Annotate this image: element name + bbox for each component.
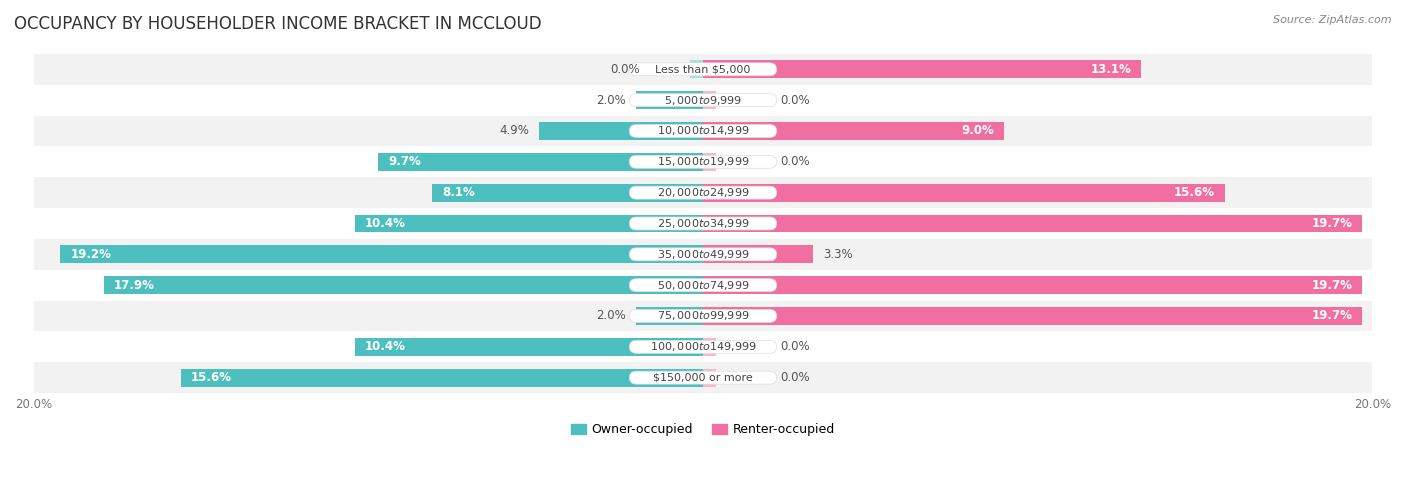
FancyBboxPatch shape bbox=[34, 208, 1372, 239]
FancyBboxPatch shape bbox=[34, 116, 1372, 146]
FancyBboxPatch shape bbox=[34, 239, 1372, 270]
Text: 10.4%: 10.4% bbox=[366, 340, 406, 353]
Text: 10.4%: 10.4% bbox=[366, 217, 406, 230]
Bar bbox=[703, 276, 1362, 294]
Text: $20,000 to $24,999: $20,000 to $24,999 bbox=[657, 186, 749, 199]
Text: 0.0%: 0.0% bbox=[780, 94, 810, 106]
Text: 9.7%: 9.7% bbox=[388, 156, 422, 168]
FancyBboxPatch shape bbox=[630, 94, 776, 106]
FancyBboxPatch shape bbox=[630, 310, 776, 322]
Text: 0.0%: 0.0% bbox=[780, 156, 810, 168]
Bar bbox=[703, 91, 717, 109]
Bar bbox=[636, 307, 703, 325]
Text: $15,000 to $19,999: $15,000 to $19,999 bbox=[657, 156, 749, 168]
Text: OCCUPANCY BY HOUSEHOLDER INCOME BRACKET IN MCCLOUD: OCCUPANCY BY HOUSEHOLDER INCOME BRACKET … bbox=[14, 15, 541, 33]
Bar bbox=[689, 60, 703, 78]
Text: 17.9%: 17.9% bbox=[114, 278, 155, 292]
FancyBboxPatch shape bbox=[630, 248, 776, 261]
Text: 19.7%: 19.7% bbox=[1312, 217, 1353, 230]
Text: $5,000 to $9,999: $5,000 to $9,999 bbox=[664, 94, 742, 106]
Text: $10,000 to $14,999: $10,000 to $14,999 bbox=[657, 124, 749, 138]
Text: $50,000 to $74,999: $50,000 to $74,999 bbox=[657, 278, 749, 292]
FancyBboxPatch shape bbox=[630, 340, 776, 353]
Text: $150,000 or more: $150,000 or more bbox=[654, 373, 752, 382]
FancyBboxPatch shape bbox=[34, 331, 1372, 362]
Bar bbox=[703, 338, 717, 356]
Bar bbox=[703, 60, 1142, 78]
Text: $100,000 to $149,999: $100,000 to $149,999 bbox=[650, 340, 756, 353]
Bar bbox=[60, 245, 703, 263]
FancyBboxPatch shape bbox=[630, 217, 776, 230]
Text: $35,000 to $49,999: $35,000 to $49,999 bbox=[657, 248, 749, 261]
Bar bbox=[104, 276, 703, 294]
FancyBboxPatch shape bbox=[34, 300, 1372, 331]
Bar bbox=[703, 153, 717, 171]
Text: 19.7%: 19.7% bbox=[1312, 278, 1353, 292]
Text: 19.7%: 19.7% bbox=[1312, 310, 1353, 323]
Text: $75,000 to $99,999: $75,000 to $99,999 bbox=[657, 310, 749, 323]
Text: 8.1%: 8.1% bbox=[441, 186, 475, 199]
Text: 15.6%: 15.6% bbox=[1174, 186, 1215, 199]
Bar bbox=[703, 307, 1362, 325]
Bar bbox=[181, 369, 703, 386]
Text: $25,000 to $34,999: $25,000 to $34,999 bbox=[657, 217, 749, 230]
Bar bbox=[703, 214, 1362, 232]
Text: 2.0%: 2.0% bbox=[596, 94, 626, 106]
Text: 0.0%: 0.0% bbox=[610, 63, 640, 76]
Legend: Owner-occupied, Renter-occupied: Owner-occupied, Renter-occupied bbox=[565, 418, 841, 441]
Text: 15.6%: 15.6% bbox=[191, 371, 232, 384]
Text: Source: ZipAtlas.com: Source: ZipAtlas.com bbox=[1274, 15, 1392, 25]
Text: 19.2%: 19.2% bbox=[70, 248, 111, 261]
Text: 2.0%: 2.0% bbox=[596, 310, 626, 323]
FancyBboxPatch shape bbox=[34, 146, 1372, 177]
Bar bbox=[432, 184, 703, 202]
Bar bbox=[703, 245, 814, 263]
Bar bbox=[636, 91, 703, 109]
FancyBboxPatch shape bbox=[630, 156, 776, 168]
Text: 0.0%: 0.0% bbox=[780, 371, 810, 384]
Bar bbox=[354, 338, 703, 356]
Bar bbox=[703, 122, 1004, 140]
FancyBboxPatch shape bbox=[630, 124, 776, 138]
Text: 9.0%: 9.0% bbox=[962, 124, 994, 138]
Bar bbox=[378, 153, 703, 171]
FancyBboxPatch shape bbox=[630, 278, 776, 292]
Text: 4.9%: 4.9% bbox=[499, 124, 529, 138]
FancyBboxPatch shape bbox=[34, 177, 1372, 208]
Text: 3.3%: 3.3% bbox=[824, 248, 853, 261]
FancyBboxPatch shape bbox=[34, 85, 1372, 116]
FancyBboxPatch shape bbox=[630, 63, 776, 76]
Bar bbox=[703, 369, 717, 386]
FancyBboxPatch shape bbox=[34, 270, 1372, 300]
Bar bbox=[354, 214, 703, 232]
FancyBboxPatch shape bbox=[630, 371, 776, 384]
Text: 13.1%: 13.1% bbox=[1091, 63, 1132, 76]
Text: 0.0%: 0.0% bbox=[780, 340, 810, 353]
Bar bbox=[703, 184, 1225, 202]
FancyBboxPatch shape bbox=[34, 54, 1372, 85]
Bar bbox=[538, 122, 703, 140]
FancyBboxPatch shape bbox=[34, 362, 1372, 393]
Text: Less than $5,000: Less than $5,000 bbox=[655, 64, 751, 74]
FancyBboxPatch shape bbox=[630, 186, 776, 199]
